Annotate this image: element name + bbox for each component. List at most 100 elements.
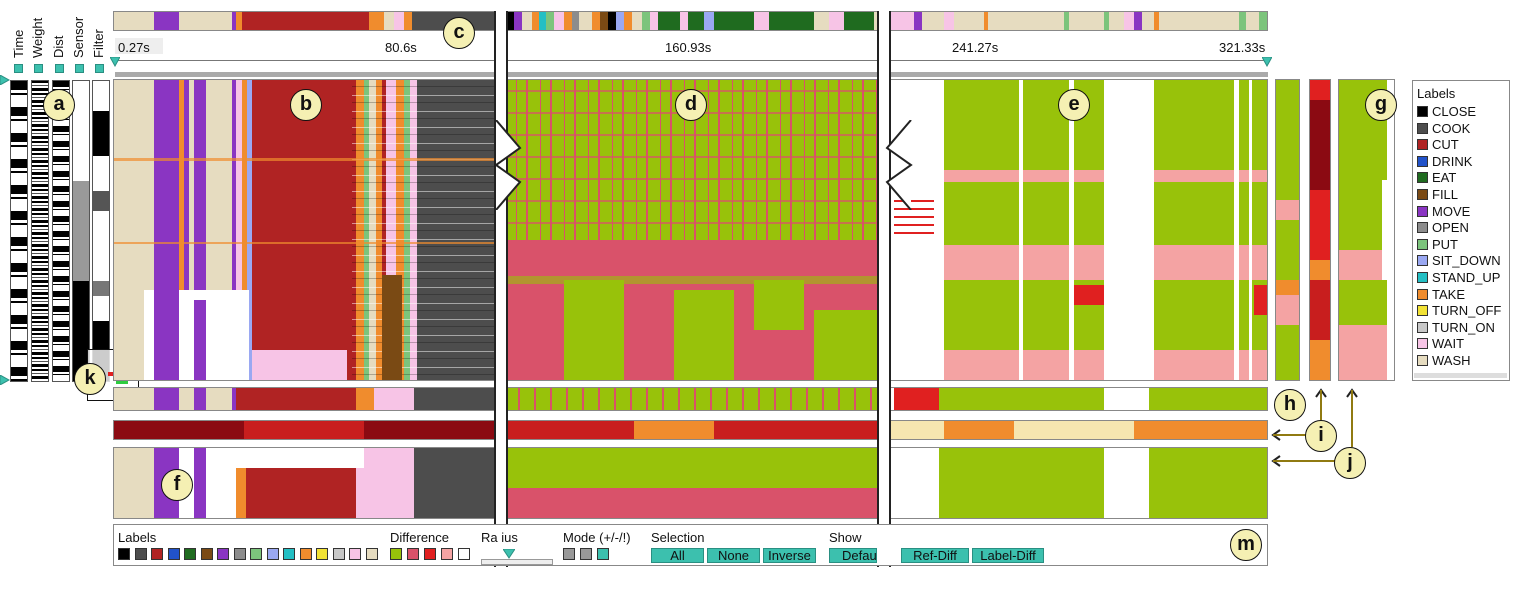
callout-d: d: [675, 89, 707, 121]
selection-all-button[interactable]: All: [651, 548, 704, 563]
main-matrix[interactable]: [113, 79, 1268, 381]
toggle-time[interactable]: [14, 64, 23, 73]
label-swatch-cook[interactable]: [134, 548, 147, 560]
timeline-tick-1: 80.6s: [385, 40, 417, 55]
callout-i: i: [1305, 420, 1337, 452]
timeline-handle-right[interactable]: [1262, 57, 1272, 67]
toggle-filter[interactable]: [95, 64, 104, 73]
column-g1[interactable]: [1275, 79, 1300, 381]
legend-item-cook[interactable]: COOK: [1417, 121, 1470, 137]
sidebar-column-dist: [52, 80, 70, 382]
radius-slider-track[interactable]: [481, 559, 553, 565]
timeline-handle-left[interactable]: [110, 57, 120, 67]
timeline-range-bar[interactable]: [115, 72, 1268, 77]
legend-swatch: [1417, 338, 1428, 350]
selection-inverse-button[interactable]: Inverse: [763, 548, 816, 563]
legend-item-sit-down[interactable]: SIT_DOWN: [1417, 253, 1501, 269]
column-header-weight: Weight: [30, 17, 45, 58]
radius-slider-handle[interactable]: [503, 549, 515, 559]
show-label-diff-button[interactable]: Label-Diff: [972, 548, 1044, 563]
mode-swatch-minus[interactable]: [580, 548, 592, 560]
callout-a: a: [43, 89, 75, 121]
legend-title: Labels: [1417, 86, 1456, 101]
label-swatch-wait[interactable]: [349, 548, 361, 560]
timeline-tick-2: 160.93s: [665, 40, 712, 55]
legend-item-put[interactable]: PUT: [1417, 237, 1458, 253]
legend-swatch: [1417, 189, 1428, 200]
legend-label: MOVE: [1432, 203, 1471, 219]
overview-strip[interactable]: [113, 11, 1268, 31]
legend-swatch: [1417, 222, 1428, 234]
label-swatch-drink[interactable]: [167, 548, 180, 560]
legend-item-move[interactable]: MOVE: [1417, 204, 1470, 220]
legend-item-close[interactable]: CLOSE: [1417, 104, 1476, 120]
column-g2[interactable]: [1338, 79, 1395, 381]
column-i1[interactable]: [1309, 79, 1331, 381]
toggle-dist[interactable]: [55, 64, 64, 73]
summary-row-f[interactable]: [113, 447, 1268, 519]
legend-item-drink[interactable]: DRINK: [1417, 154, 1472, 170]
show-default-button[interactable]: Defau: [829, 548, 877, 563]
left-triangle-top[interactable]: [0, 75, 10, 85]
summary-row-h[interactable]: [113, 387, 1268, 411]
legend-label: DRINK: [1432, 153, 1473, 169]
label-swatch-eat[interactable]: [184, 548, 196, 560]
legend-label: TURN_OFF: [1432, 303, 1502, 319]
label-swatch-put[interactable]: [250, 548, 262, 560]
callout-b: b: [290, 89, 322, 121]
legend-item-wait[interactable]: WAIT: [1417, 336, 1464, 352]
column-header-dist: Dist: [51, 35, 66, 58]
difference-swatch-red[interactable]: [424, 548, 436, 560]
legend-label: EAT: [1432, 170, 1457, 186]
break-zigzag-left: [494, 120, 522, 210]
label-swatch-fill[interactable]: [200, 548, 213, 560]
label-swatch-stand-up[interactable]: [283, 548, 295, 560]
sidebar-column-time: [10, 80, 28, 382]
summary-row-i[interactable]: [113, 420, 1268, 440]
column-header-filter: Filter: [91, 29, 106, 58]
legend-item-wash[interactable]: WASH: [1417, 353, 1471, 369]
callout-h: h: [1274, 389, 1306, 421]
radius-control-title: Ra ius: [481, 530, 518, 545]
legend-item-eat[interactable]: EAT: [1417, 170, 1456, 186]
label-swatch-turn-on[interactable]: [332, 548, 345, 560]
legend-label: PUT: [1432, 236, 1458, 252]
mode-swatch-bang[interactable]: [597, 548, 609, 560]
legend-label: CLOSE: [1432, 104, 1477, 119]
label-swatch-wash[interactable]: [365, 548, 378, 560]
sidebar-selection-marker-green: [116, 380, 128, 384]
difference-swatch-white[interactable]: [458, 548, 470, 560]
label-swatch-sit-down[interactable]: [266, 548, 279, 560]
legend-item-open[interactable]: OPEN: [1417, 220, 1469, 236]
legend-item-turn-off[interactable]: TURN_OFF: [1417, 303, 1501, 319]
toggle-sensor[interactable]: [75, 64, 84, 73]
legend-item-turn-on[interactable]: TURN_ON: [1417, 320, 1495, 336]
label-swatch-take[interactable]: [299, 548, 312, 560]
legend-item-stand-up[interactable]: STAND_UP: [1417, 270, 1500, 286]
annotation-arrows: [1271, 388, 1358, 467]
sidebar-column-sensor: [72, 80, 90, 382]
legend-scrollbar[interactable]: [1414, 373, 1507, 378]
selection-none-button[interactable]: None: [707, 548, 760, 563]
legend-item-fill[interactable]: FILL: [1417, 187, 1458, 203]
label-swatch-open[interactable]: [233, 548, 246, 560]
difference-swatch-pink[interactable]: [441, 548, 453, 560]
label-swatch-close[interactable]: [118, 548, 130, 560]
difference-swatch-rose[interactable]: [407, 548, 419, 560]
legend-label: WAIT: [1432, 336, 1465, 352]
toggle-weight[interactable]: [34, 64, 43, 73]
difference-swatch-green[interactable]: [390, 548, 402, 560]
label-swatch-cut[interactable]: [151, 548, 163, 560]
show-ref-diff-button[interactable]: Ref-Diff: [901, 548, 969, 563]
label-swatch-turn-off[interactable]: [316, 548, 328, 560]
legend-item-take[interactable]: TAKE: [1417, 287, 1465, 303]
break-gap-right: [877, 11, 891, 567]
mode-swatch-plus[interactable]: [563, 548, 575, 560]
left-triangle-bottom[interactable]: [0, 375, 10, 385]
legend-panel: [1412, 80, 1510, 381]
difference-control-title: Difference: [390, 530, 450, 545]
legend-item-cut[interactable]: CUT: [1417, 137, 1459, 153]
label-swatch-move[interactable]: [217, 548, 229, 560]
sidebar-selection-marker-red: [108, 372, 114, 376]
legend-label: WASH: [1432, 353, 1471, 368]
